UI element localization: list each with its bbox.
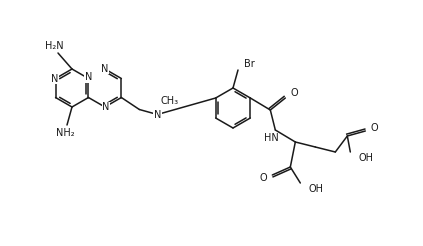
Text: CH₃: CH₃ [160, 96, 179, 107]
Text: O: O [370, 123, 378, 133]
Text: NH₂: NH₂ [56, 128, 74, 138]
Text: OH: OH [358, 153, 374, 163]
Text: N: N [85, 73, 92, 82]
Text: N: N [101, 64, 109, 74]
Text: H₂N: H₂N [45, 41, 63, 51]
Text: N: N [102, 102, 110, 112]
Text: O: O [260, 173, 267, 183]
Text: O: O [290, 88, 298, 98]
Text: Br: Br [244, 59, 255, 69]
Text: OH: OH [308, 184, 323, 194]
Text: N: N [154, 109, 161, 120]
Text: N: N [51, 74, 58, 83]
Text: HN: HN [264, 133, 279, 143]
